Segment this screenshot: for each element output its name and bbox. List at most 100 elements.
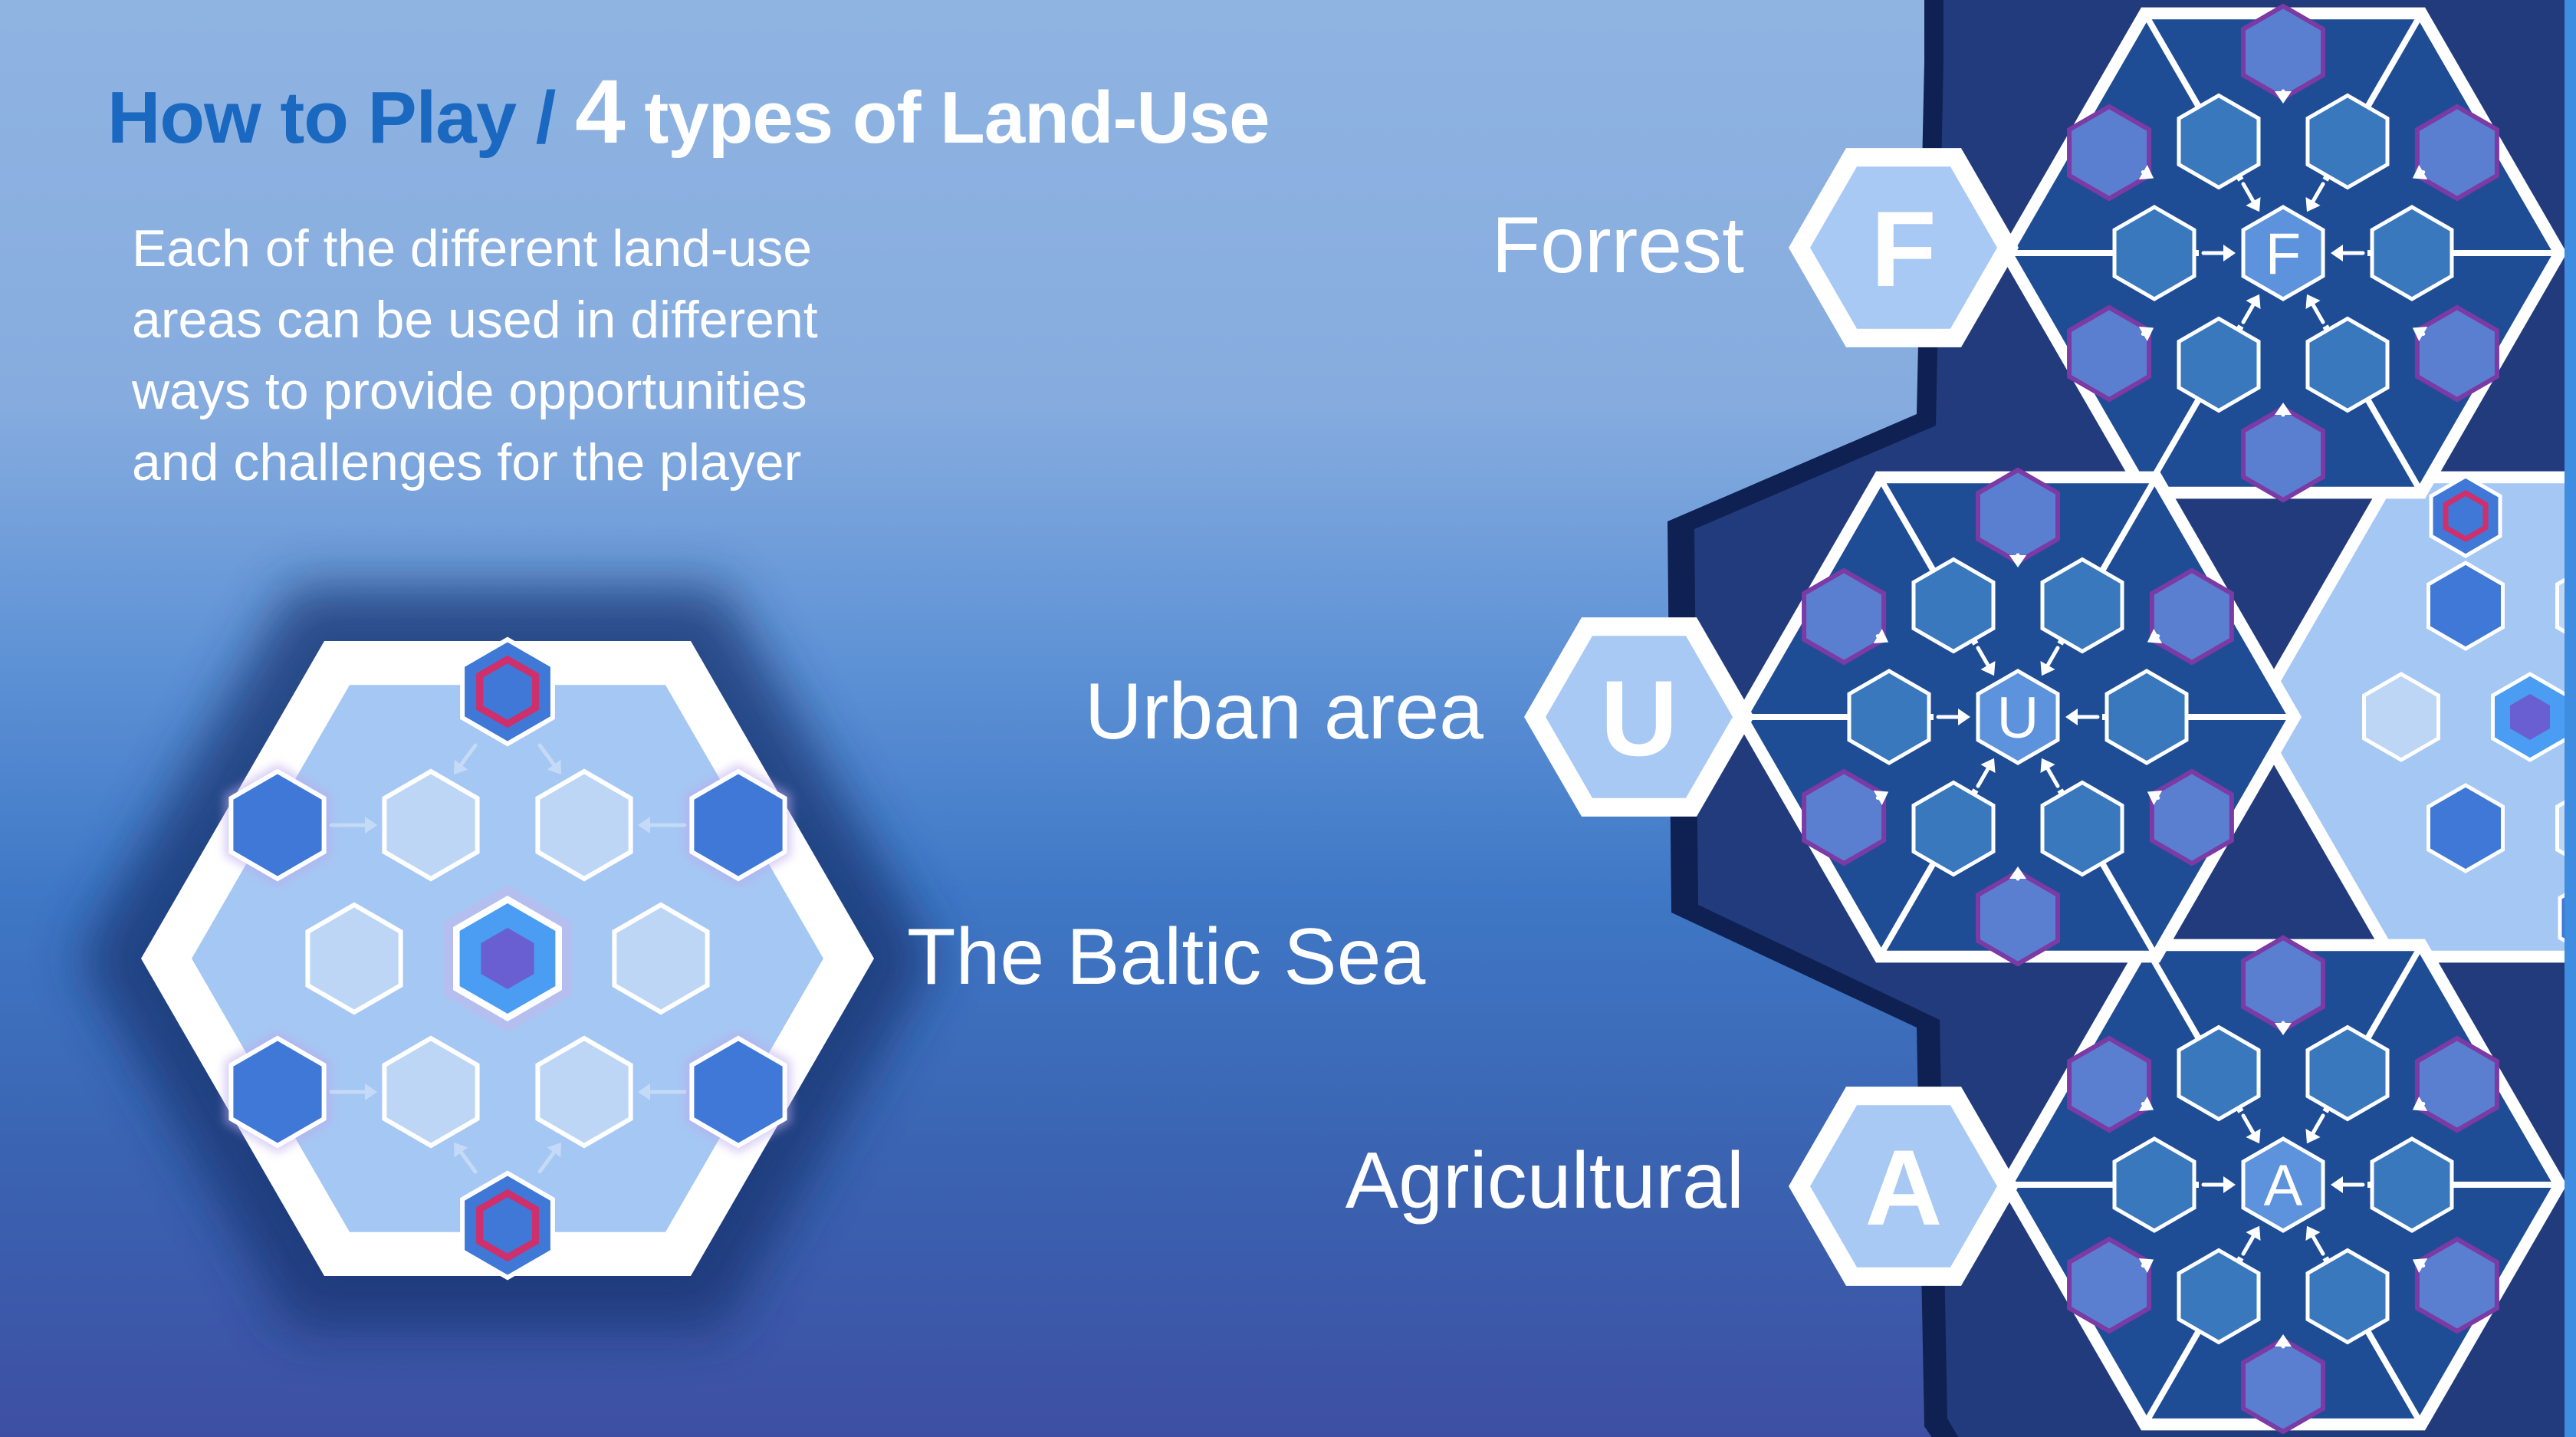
- baltic-sea-tile: [78, 587, 937, 1330]
- flow-arrow-head: [2138, 164, 2154, 180]
- sea-port-ring: [476, 1189, 539, 1262]
- flow-arrow-head: [547, 759, 561, 774]
- flow-arrow-head: [1980, 660, 1996, 676]
- inner-cell: [1911, 557, 1996, 654]
- sea-deep-cell: [689, 1035, 787, 1149]
- flow-arrow-line: [458, 743, 478, 767]
- flow-arrow-head: [2412, 164, 2428, 180]
- intro-line: Each of the different land-use: [132, 219, 813, 278]
- flow-arrow-head: [2138, 1096, 2154, 1112]
- flow-arrow-line: [2311, 1235, 2325, 1256]
- sea-port-ring: [476, 655, 539, 728]
- flow-arrow-head: [2246, 1225, 2261, 1241]
- outer-resource-cell: [2067, 304, 2152, 403]
- flow-arrow-line: [537, 1150, 557, 1174]
- flow-arrow-head: [365, 817, 377, 834]
- center-letter: A: [2264, 1153, 2303, 1218]
- flow-arrow-head: [2147, 790, 2163, 806]
- intro-line: and challenges for the player: [132, 433, 802, 492]
- outer-resource-cell: [2149, 567, 2234, 666]
- outer-resource-cell: [2241, 405, 2325, 503]
- outer-resource-cell: [1802, 567, 1887, 666]
- sea-center-core: [481, 928, 534, 989]
- badge-face: [1810, 1105, 1997, 1268]
- inner-cell: [2177, 93, 2261, 190]
- flow-arrow-line: [2241, 182, 2256, 203]
- outer-resource-cell: [2241, 1337, 2325, 1435]
- inner-cell: [2040, 780, 2124, 877]
- outer-resource-cell: [2067, 1035, 2152, 1133]
- flow-arrow-head: [2246, 294, 2261, 310]
- sea-deep-cell: [228, 768, 327, 882]
- baltic-sea-label: The Baltic Sea: [907, 913, 1426, 1001]
- outer-resource-cell: [1976, 869, 2060, 967]
- sea-empty-cell: [305, 902, 403, 1015]
- flow-arrow-head: [2275, 1023, 2292, 1035]
- badge-face: [1546, 636, 1733, 798]
- flow-arrow-head: [547, 1143, 561, 1158]
- sea-port-ring: [2443, 489, 2489, 543]
- inner-cell: [1911, 780, 1996, 877]
- flow-arrow-head: [1873, 628, 1889, 644]
- outer-resource-cell: [1802, 768, 1887, 866]
- flow-arrow-line: [2045, 767, 2060, 788]
- sea-empty-cell: [382, 1035, 480, 1149]
- flow-arrow-head: [2138, 1258, 2154, 1274]
- outer-resource-cell: [2241, 3, 2325, 101]
- flow-arrow-head: [2223, 245, 2236, 261]
- inner-cell: [2305, 316, 2390, 413]
- flow-arrow-head: [365, 1084, 377, 1100]
- sea-empty-cell: [535, 768, 633, 882]
- flow-arrow-head: [2305, 294, 2321, 310]
- outer-resource-cell: [2414, 104, 2499, 202]
- intro-line: areas can be used in different: [132, 291, 818, 349]
- flow-arrow-head: [2223, 1176, 2236, 1193]
- flow-arrow-line: [2311, 1113, 2325, 1135]
- agricultural-badge: A: [1789, 1087, 2019, 1286]
- flow-arrow-head: [2305, 1225, 2321, 1241]
- inner-cell: [2305, 1248, 2390, 1345]
- flow-arrow-head: [2147, 628, 2163, 644]
- outer-resource-cell: [2414, 304, 2499, 403]
- sea-empty-cell: [535, 1035, 633, 1149]
- sea-cell: [2426, 561, 2505, 651]
- sea-faint-arrows: [329, 743, 687, 1174]
- sea-cell: [2426, 783, 2505, 873]
- inner-cell: [2177, 1024, 2261, 1122]
- agricultural-tile: A: [1999, 935, 2567, 1435]
- flow-arrow-head: [2331, 245, 2343, 261]
- outer-resource-cell: [2149, 768, 2234, 866]
- flow-arrow-head: [2246, 196, 2261, 212]
- inner-cell: [2370, 1136, 2454, 1233]
- inner-cell: [2112, 205, 2196, 301]
- inner-cell: [2305, 1024, 2390, 1122]
- flow-arrow-head: [1958, 709, 1970, 725]
- inner-cell: [2177, 1248, 2261, 1345]
- forrest-badge: F: [1789, 148, 2019, 347]
- inner-cell: [2305, 93, 2390, 190]
- flow-arrow-line: [1976, 767, 1990, 788]
- urban-tile: U: [1734, 467, 2302, 967]
- flow-arrow-head: [2009, 555, 2026, 567]
- outer-resource-cell: [2241, 935, 2325, 1033]
- flow-arrow-head: [2246, 1128, 2261, 1144]
- flow-arrow-head: [2412, 326, 2428, 342]
- flow-arrow-head: [2412, 1096, 2428, 1112]
- sea-empty-cell: [382, 768, 480, 882]
- flow-arrow-head: [454, 1143, 468, 1158]
- sea-deep-cell: [228, 1035, 327, 1149]
- forrest-tile: F: [1999, 3, 2567, 503]
- flow-arrow-line: [537, 743, 557, 767]
- inner-cell: [2112, 1136, 2196, 1233]
- flow-arrow-line: [1976, 646, 1990, 667]
- flow-arrow-head: [2331, 1176, 2343, 1193]
- sea-cell: [2362, 672, 2440, 762]
- forrest-label: Forrest: [1491, 201, 1744, 290]
- inner-cell: [2104, 669, 2189, 765]
- flow-arrow-line: [2241, 1235, 2256, 1256]
- sea-deep-cell: [689, 768, 787, 882]
- center-cell: [2241, 1136, 2325, 1233]
- flow-arrow-head: [2009, 866, 2026, 879]
- urban-area-label: Urban area: [1084, 667, 1484, 756]
